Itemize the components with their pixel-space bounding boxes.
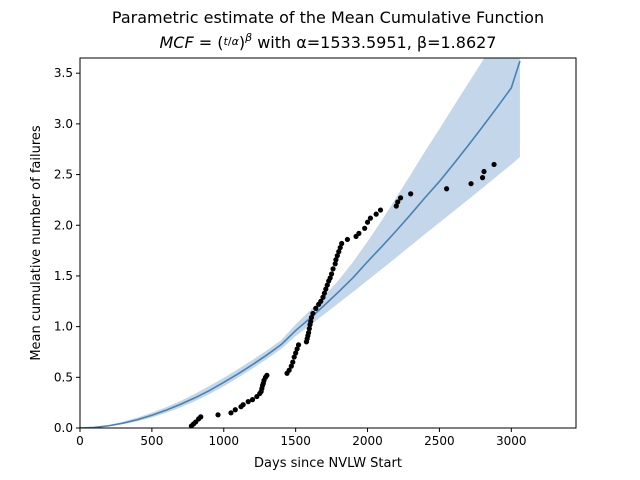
data-point [339, 240, 345, 247]
data-point [333, 257, 339, 263]
x-tick-label: 1000 [208, 434, 239, 448]
data-point [215, 412, 221, 418]
data-point [373, 211, 379, 217]
chart-subtitle: MCF = (t/α)β with α=1533.5951, β=1.8627 [160, 31, 497, 52]
data-point [264, 372, 270, 378]
data-point [293, 350, 299, 356]
subtitle-eq: = ( [194, 33, 224, 52]
data-point [294, 346, 300, 352]
chart-title: Parametric estimate of the Mean Cumulati… [112, 8, 544, 27]
data-point [305, 330, 312, 336]
data-point [356, 230, 362, 236]
x-tick-label: 0 [76, 434, 84, 448]
data-point [393, 203, 399, 209]
data-point [286, 367, 292, 373]
data-point [318, 298, 324, 304]
data-point [334, 253, 340, 259]
x-tick-label: 3000 [496, 434, 527, 448]
y-tick-label: 3.5 [54, 66, 73, 80]
data-point [228, 410, 234, 416]
subtitle-slash: / [228, 35, 232, 48]
data-point [245, 399, 251, 405]
data-point [313, 305, 319, 311]
confidence-band [80, 58, 520, 428]
y-tick-label: 2.5 [54, 168, 73, 182]
subtitle-beta-sym: β [244, 31, 252, 44]
data-point [327, 275, 333, 281]
subtitle-mcf: MCF [160, 33, 195, 52]
fit-line [80, 60, 521, 428]
subtitle-close: ) [239, 33, 245, 52]
data-point [328, 271, 335, 277]
data-point [324, 282, 330, 288]
data-point [323, 286, 329, 292]
data-point [398, 195, 404, 201]
data-point [306, 326, 312, 332]
x-tick-label: 2000 [352, 434, 383, 448]
data-point [321, 290, 328, 296]
x-tick-label: 500 [140, 434, 163, 448]
y-axis-label: Mean cumulative number of failures [29, 125, 44, 361]
y-tick-label: 3.0 [54, 117, 73, 131]
data-point [232, 407, 238, 413]
x-tick-label: 2500 [424, 434, 455, 448]
subtitle-t: t [224, 35, 229, 48]
data-point [290, 359, 296, 365]
data-point [295, 342, 302, 348]
data-point [320, 294, 326, 300]
data-point [468, 181, 474, 187]
y-tick-label: 1.5 [54, 269, 73, 283]
data-point [308, 314, 315, 321]
y-tick-label: 2.0 [54, 218, 73, 232]
data-point [491, 161, 497, 168]
data-point [344, 236, 351, 243]
x-axis-ticks: 0 500 1000 1500 2000 2500 3000 [76, 428, 527, 448]
data-point [332, 261, 338, 267]
y-tick-label: 0.0 [54, 421, 73, 435]
data-point [330, 266, 336, 272]
y-axis-ticks: 0.0 0.5 1.0 1.5 2.0 2.5 3.0 3.5 [54, 66, 80, 435]
data-point [364, 219, 371, 225]
data-point [291, 354, 297, 360]
data-point [249, 397, 256, 403]
data-point [288, 363, 294, 369]
y-tick-label: 0.5 [54, 370, 73, 384]
data-point [310, 310, 316, 317]
plot-area [80, 58, 521, 428]
data-point [336, 249, 342, 255]
data-point [408, 191, 414, 197]
data-point [479, 175, 486, 181]
data-point [481, 168, 487, 175]
data-point [308, 318, 314, 325]
data-point [367, 215, 374, 221]
subtitle-rest: with α=1533.5951, β=1.8627 [252, 33, 496, 52]
subtitle-alpha-sym: α [232, 35, 240, 48]
data-point [362, 225, 368, 231]
data-point [444, 186, 450, 192]
x-axis-label: Days since NVLW Start [254, 456, 402, 471]
data-point [395, 199, 401, 205]
x-tick-label: 1500 [280, 434, 311, 448]
data-point [377, 207, 384, 213]
axes-frame [79, 57, 577, 429]
data-point [198, 414, 204, 420]
data-point [240, 402, 246, 408]
data-point [337, 244, 343, 251]
y-tick-label: 1.0 [54, 320, 73, 334]
data-points [188, 161, 497, 428]
